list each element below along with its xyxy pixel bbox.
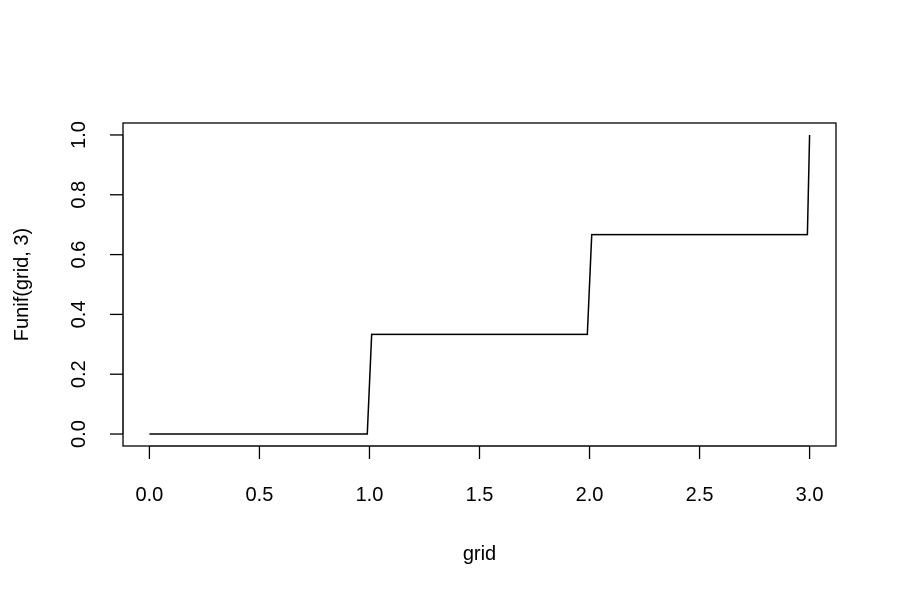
x-tick-label: 2.0 [576,484,604,506]
y-tick-label: 0.2 [68,360,90,388]
series-line [149,134,811,435]
x-tick-label: 0.5 [246,484,274,506]
x-axis: 0.0 0.5 1.0 1.5 2.0 2.5 3.0 [136,445,824,506]
y-axis-title: Funif(grid, 3) [11,228,33,341]
y-tick-label: 0.0 [68,420,90,448]
y-tick-label: 0.4 [68,301,90,329]
y-axis: 0.0 0.2 0.4 0.6 0.8 1.0 [68,121,124,448]
y-tick-label: 0.8 [68,181,90,209]
x-tick-label: 0.0 [136,484,164,506]
x-tick-label: 2.5 [686,484,714,506]
x-tick-label: 1.5 [466,484,494,506]
x-axis-title: grid [463,543,496,565]
y-tick-label: 0.6 [68,241,90,269]
series-layer [149,134,811,435]
y-tick-label: 1.0 [68,121,90,149]
x-tick-label: 1.0 [356,484,384,506]
x-tick-label: 3.0 [796,484,824,506]
plot-frame [122,122,837,447]
